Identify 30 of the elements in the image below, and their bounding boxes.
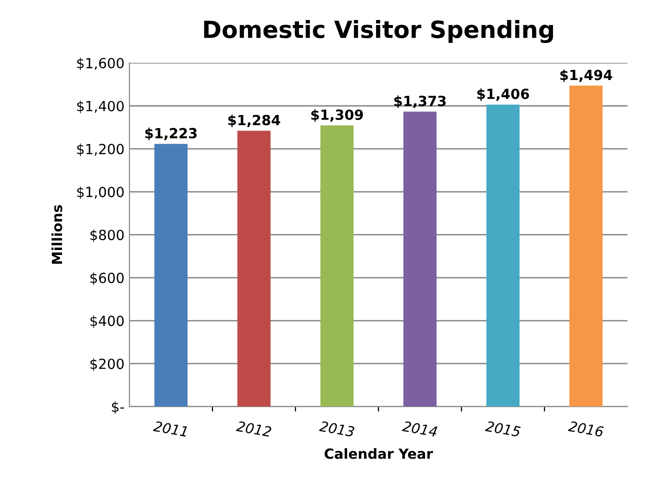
- bar: [320, 125, 354, 407]
- chart-title: Domestic Visitor Spending: [204, 20, 553, 44]
- data-label: $1,223: [145, 128, 197, 140]
- data-label: $1,494: [560, 69, 612, 82]
- x-tick-label: 2013: [318, 420, 355, 438]
- y-tick-label: $1,400: [77, 100, 124, 114]
- y-tick-label: $600: [90, 272, 124, 286]
- y-tick-label: $-: [112, 401, 124, 414]
- bar: [403, 112, 437, 407]
- x-tick-label: 2015: [484, 420, 521, 438]
- x-tick-label: 2011: [152, 420, 188, 437]
- data-label: $1,373: [394, 95, 446, 108]
- data-label: $1,406: [477, 88, 530, 101]
- y-tick-label: $800: [90, 229, 124, 242]
- x-tick-label: 2014: [402, 420, 438, 437]
- y-axis-title: Millions: [51, 205, 62, 264]
- y-tick-label: $400: [90, 315, 124, 328]
- bar: [154, 144, 188, 407]
- x-tick-label: 2012: [236, 420, 272, 438]
- data-label: $1,309: [311, 109, 363, 122]
- bar: [237, 130, 271, 407]
- y-tick-label: $200: [90, 358, 124, 371]
- bar: [486, 104, 520, 407]
- y-tick-label: $1,200: [77, 144, 124, 156]
- data-label: $1,284: [228, 114, 280, 128]
- x-axis-title: Calendar Year: [324, 448, 433, 459]
- y-tick-label: $1,000: [77, 186, 124, 200]
- bar: [569, 86, 603, 407]
- y-tick-label: $1,600: [77, 58, 124, 70]
- x-tick-label: 2016: [568, 420, 604, 438]
